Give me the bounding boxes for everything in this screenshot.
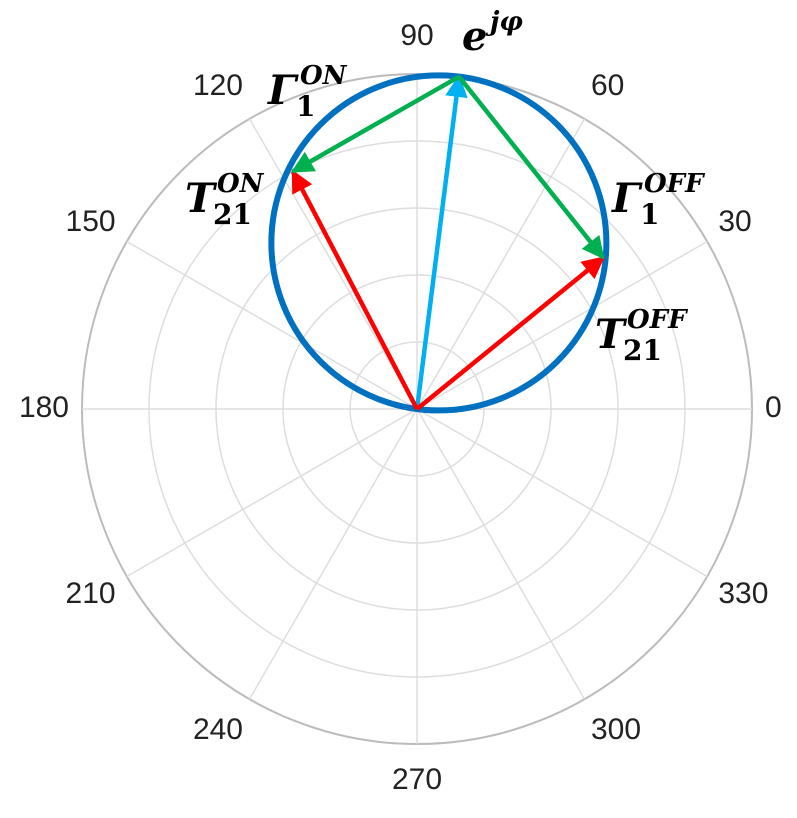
theta-tick-label: 150	[66, 205, 116, 238]
label-sub: 21	[623, 334, 662, 367]
grid-spoke	[416, 408, 708, 578]
vector-label: Γ1OFF	[611, 169, 705, 231]
vector-label: ejφ	[462, 7, 523, 60]
vector-arrow	[414, 74, 468, 410]
theta-tick-label: 270	[392, 763, 442, 796]
label-sub: 1	[640, 198, 659, 231]
vector-arrow	[457, 75, 605, 260]
vector-label: T21ON	[185, 169, 265, 231]
label-base: T	[595, 311, 628, 358]
grid-spoke	[416, 408, 586, 700]
label-sup: jφ	[485, 7, 523, 37]
label-sup: ON	[217, 169, 265, 199]
vector-label: Γ1ON	[267, 61, 348, 123]
theta-tick-label: 90	[400, 19, 433, 52]
vector-arrow	[290, 74, 461, 174]
theta-tick-label: 120	[193, 69, 243, 102]
label-sup: OFF	[644, 169, 705, 199]
theta-tick-label: 330	[718, 577, 768, 610]
label-sup: OFF	[627, 305, 688, 335]
label-sub: 1	[296, 90, 315, 123]
grid-spoke	[248, 118, 418, 410]
grid-spoke	[126, 240, 418, 410]
grid-spoke	[126, 408, 418, 578]
label-sub: 21	[213, 198, 252, 231]
theta-tick-label: 180	[19, 391, 69, 424]
theta-tick-label: 300	[591, 713, 641, 746]
theta-tick-label: 210	[66, 577, 116, 610]
grid-spoke	[416, 240, 708, 410]
label-sup: ON	[300, 61, 348, 91]
vector-label: T21OFF	[595, 305, 688, 367]
theta-tick-label: 240	[193, 713, 243, 746]
theta-tick-label: 30	[718, 205, 751, 238]
theta-tick-label: 60	[591, 69, 624, 102]
theta-tick-label: 0	[765, 391, 782, 424]
label-base: Γ	[267, 67, 299, 114]
vector-arrow	[290, 169, 419, 411]
grid-spoke	[416, 118, 586, 410]
label-base: T	[185, 175, 218, 222]
locus-circle	[268, 72, 610, 414]
label-base: Γ	[611, 175, 643, 222]
vector-arrow	[415, 255, 605, 411]
label-base: e	[462, 13, 487, 60]
grid-spoke	[248, 408, 418, 700]
